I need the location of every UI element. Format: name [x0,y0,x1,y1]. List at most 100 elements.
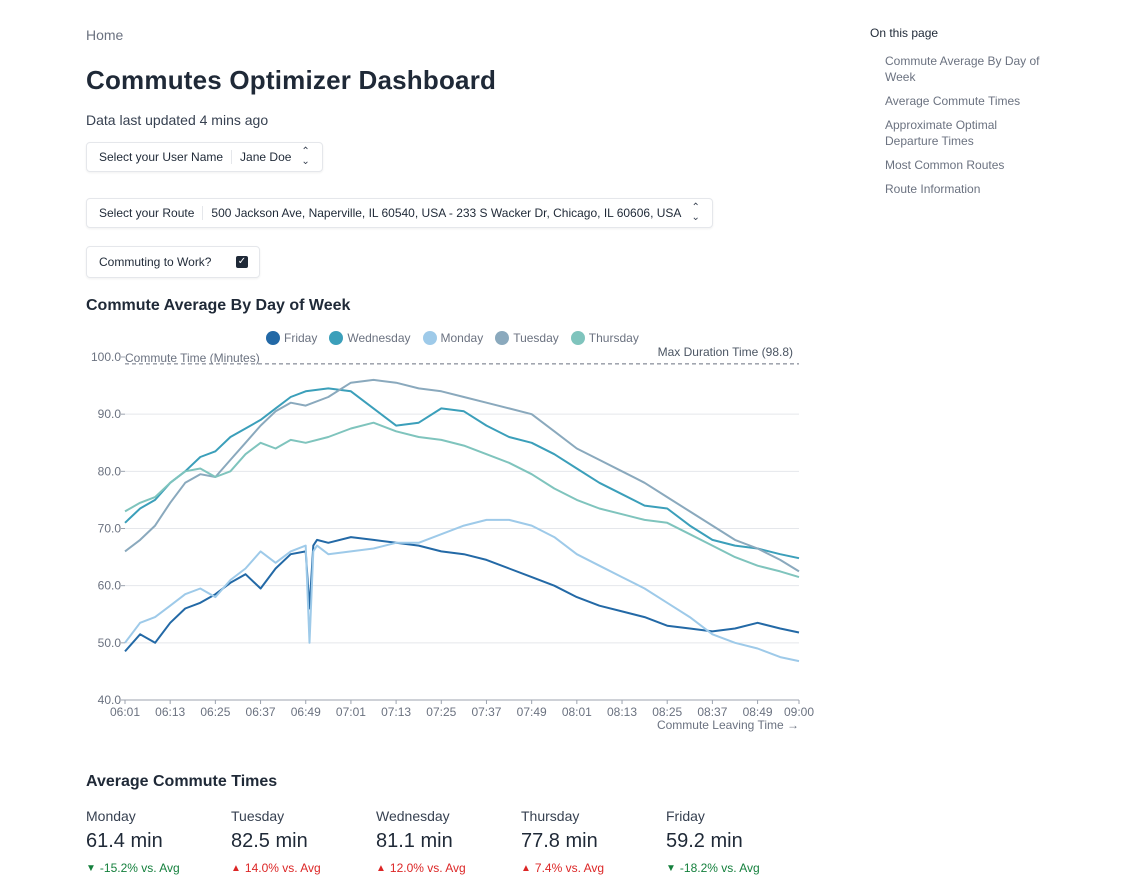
y-tick-label: 100.0 [91,350,121,364]
y-tick-label: 40.0 [98,693,122,707]
x-tick-label: 08:25 [652,705,682,719]
series-line-friday [124,536,800,653]
legend-item-tuesday[interactable]: Tuesday [495,331,559,345]
breadcrumb[interactable]: Home [86,27,124,43]
route-select-value: 500 Jackson Ave, Naperville, IL 60540, U… [211,206,682,220]
legend-label: Monday [440,331,484,345]
x-tick-label: 07:01 [336,705,366,719]
toc-item-common-routes[interactable]: Most Common Routes [885,158,1005,172]
legend-swatch [329,331,344,345]
y-tick-label: 80.0 [98,464,122,478]
legend-swatch [570,331,585,345]
user-name-select-value: Jane Doe [240,150,292,164]
section-title-commute-average: Commute Average By Day of Week [86,297,351,314]
legend-label: Wednesday [347,331,411,345]
series-line-thursday [124,421,800,579]
user-name-select[interactable]: Select your User Name Jane Doe ⌃ ⌄ [86,142,323,172]
x-axis-label: Commute Leaving Time → [657,718,799,732]
series-line-tuesday [124,378,800,573]
x-tick-label: 07:37 [471,705,501,719]
toc-item-optimal-departure[interactable]: Approximate Optimal Departure Times [885,118,998,148]
x-tick-label: 08:01 [562,705,592,719]
toc-title: On this page [870,26,939,40]
legend-item-monday[interactable]: Monday [422,331,484,345]
legend-label: Tuesday [513,331,559,345]
stat-delta: ▲ 7.4% vs. Avg [521,861,666,875]
x-tick-label: 07:25 [426,705,456,719]
stat-card-monday: Monday 61.4 min ▼ -15.2% vs. Avg [86,808,231,875]
legend-item-thursday[interactable]: Thursday [570,331,639,345]
x-tick-label: 08:13 [607,705,637,719]
x-tick-label: 06:37 [246,705,276,719]
checkmark-icon[interactable]: ✓ [236,256,248,268]
stat-delta-text: -15.2% vs. Avg [99,861,180,875]
chart-legend: Friday Wednesday Monday Tuesday Thursday [266,331,651,345]
stat-card-thursday: Thursday 77.8 min ▲ 7.4% vs. Avg [521,808,666,875]
y-tick-label: 50.0 [98,636,122,650]
user-name-select-label: Select your User Name [87,150,233,164]
commute-average-line-chart[interactable]: 40.0 50.0 60.0 70.0 80.0 90.0 100.0 06:01 06:13 0… [0,0,830,740]
x-tick-label: 06:49 [291,705,321,719]
legend-label: Thursday [588,331,639,345]
route-select[interactable]: Select your Route 500 Jackson Ave, Naper… [86,198,713,228]
x-tick-label: 09:00 [784,705,814,719]
triangle-down-icon: ▼ [86,862,96,874]
x-tick-label: 06:13 [155,705,185,719]
x-tick-label: 07:49 [517,705,547,719]
legend-item-friday[interactable]: Friday [266,331,317,345]
x-tick-label: 08:37 [697,705,727,719]
stat-card-friday: Friday 59.2 min ▼ -18.2% vs. Avg [666,808,811,875]
stat-day: Monday [86,808,136,824]
toc-item-route-information[interactable]: Route Information [885,182,981,196]
triangle-up-icon: ▲ [231,862,241,874]
legend-swatch [266,331,280,345]
commuting-to-work-label: Commuting to Work? [99,255,212,269]
legend-label: Friday [284,331,318,345]
max-duration-label: Max Duration Time (98.8) [658,345,793,359]
toc-item-average-times[interactable]: Average Commute Times [885,94,1021,108]
toc-item-commute-average[interactable]: Commute Average By Day of Week [885,54,1040,84]
stat-day: Wednesday [376,808,450,824]
on-this-page-nav: On this page Commute Average By Day of W… [870,26,1050,205]
x-tick-label: 06:01 [110,705,140,719]
legend-item-wednesday[interactable]: Wednesday [329,331,411,345]
x-tick-label: 08:49 [743,705,773,719]
stat-delta-text: 14.0% vs. Avg [244,861,321,875]
x-tick-label: 06:25 [200,705,230,719]
x-tick-label: 07:13 [381,705,411,719]
y-tick-label: 90.0 [98,407,122,421]
commuting-to-work-toggle[interactable]: Commuting to Work? ✓ [86,246,260,278]
stat-delta-text: 7.4% vs. Avg [534,861,605,875]
section-title-average-commute-times: Average Commute Times [86,773,278,790]
stat-delta-text: -18.2% vs. Avg [679,861,760,875]
stat-day: Friday [666,808,705,824]
legend-swatch [422,331,437,345]
stat-value: 77.8 min [521,830,598,852]
page-title: Commutes Optimizer Dashboard [86,65,497,95]
y-tick-label: 70.0 [98,522,122,536]
chevron-up-down-icon: ⌃ ⌄ [691,202,700,223]
chevron-up-down-icon: ⌃ ⌄ [301,146,310,167]
triangle-up-icon: ▲ [521,862,531,874]
legend-swatch [495,331,510,345]
last-updated-text: Data last updated 4 mins ago [86,112,269,128]
stat-delta-text: 12.0% vs. Avg [389,861,466,875]
triangle-down-icon: ▼ [666,862,676,874]
average-stats-row: Monday 61.4 min ▼ -15.2% vs. Avg Tuesday … [86,808,811,875]
stat-day: Tuesday [231,808,285,824]
stat-delta: ▼ -18.2% vs. Avg [666,861,811,875]
series-line-wednesday [124,387,800,560]
stat-value: 81.1 min [376,830,453,852]
stat-card-tuesday: Tuesday 82.5 min ▲ 14.0% vs. Avg [231,808,376,875]
stat-delta: ▲ 14.0% vs. Avg [231,861,376,875]
route-select-label: Select your Route [87,206,204,220]
stat-day: Thursday [521,808,580,824]
stat-delta: ▼ -15.2% vs. Avg [86,861,231,875]
y-axis-label: Commute Time (Minutes) [125,351,260,365]
y-tick-label: 60.0 [98,579,122,593]
triangle-up-icon: ▲ [376,862,386,874]
stat-delta: ▲ 12.0% vs. Avg [376,861,521,875]
series-line-monday [124,518,800,663]
stat-value: 82.5 min [231,830,308,852]
stat-value: 59.2 min [666,830,743,852]
